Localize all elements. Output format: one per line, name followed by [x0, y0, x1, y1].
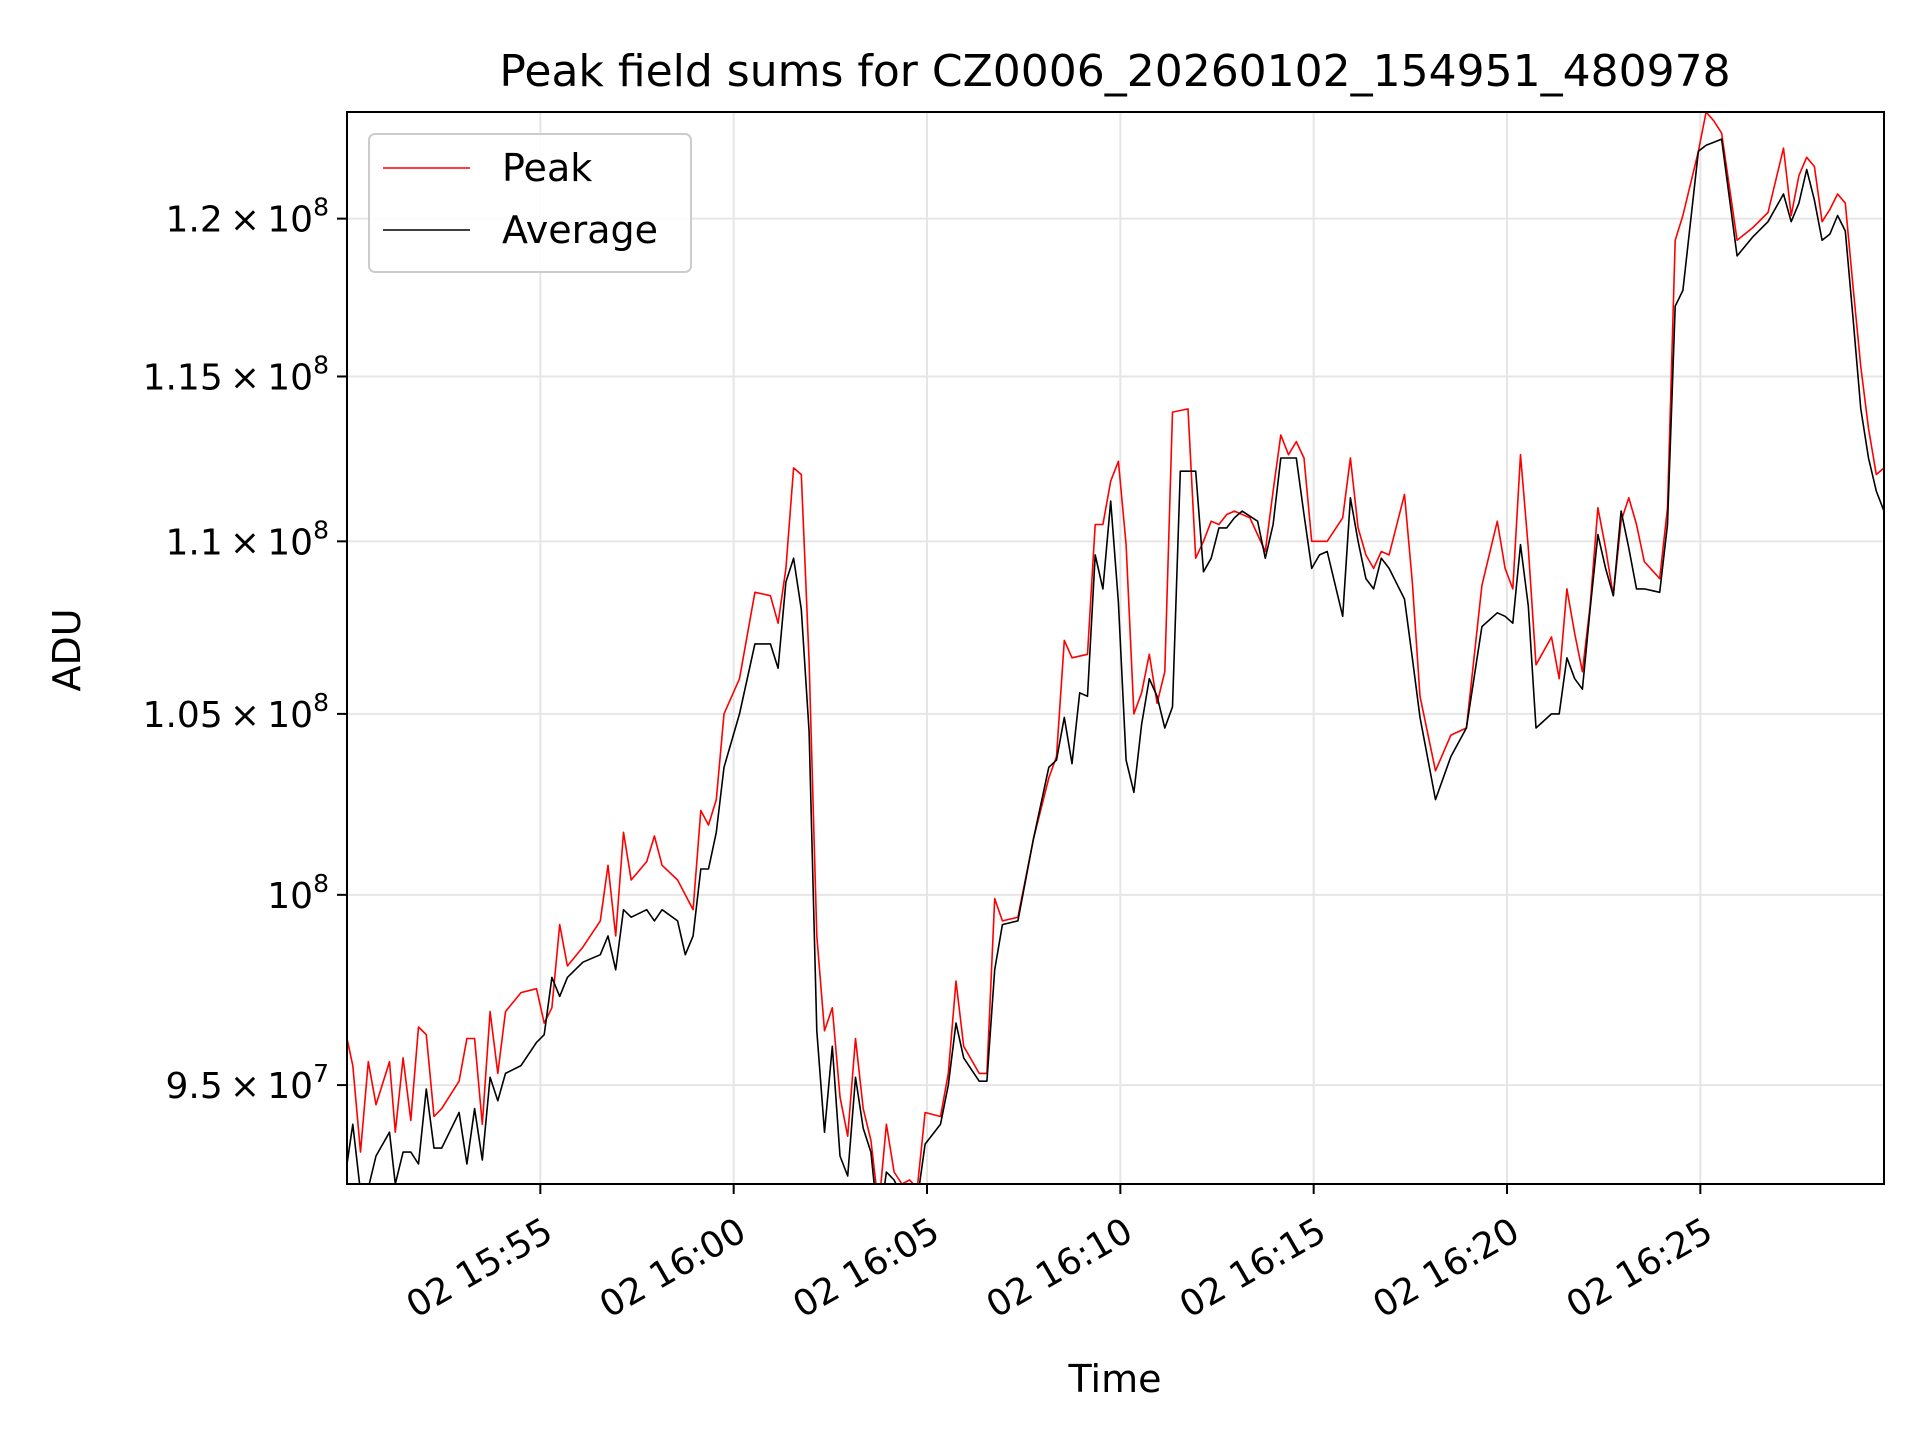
- y-axis-label: ADU: [45, 608, 89, 691]
- y-tick-label: 9.5 × 107: [165, 1059, 329, 1107]
- chart-title: Peak field sums for CZ0006_20260102_1549…: [499, 46, 1730, 97]
- series-layer: [347, 112, 1884, 1184]
- y-tick-label: 1.1 × 108: [165, 515, 329, 563]
- y-tick-label: 1.05 × 108: [143, 688, 329, 736]
- legend-label-average: Average: [502, 208, 658, 252]
- series-line-peak: [347, 112, 1884, 1184]
- plot-frame: [346, 111, 1885, 1185]
- legend-label-peak: Peak: [502, 146, 592, 190]
- y-tick-label: 1.2 × 108: [165, 193, 329, 241]
- x-axis-label: Time: [1068, 1357, 1162, 1401]
- y-tick-label: 1.15 × 108: [143, 350, 329, 398]
- legend: Peak Average: [368, 133, 692, 273]
- series-line-average: [347, 138, 1884, 1184]
